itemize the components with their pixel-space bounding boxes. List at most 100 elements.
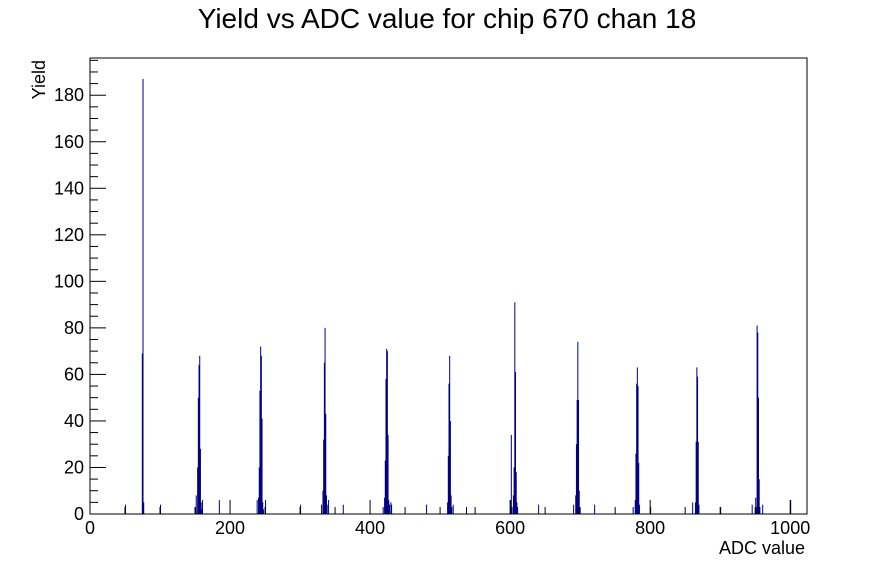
histogram-bar xyxy=(258,467,260,514)
histogram-bar xyxy=(515,472,517,514)
histogram-bar xyxy=(328,500,330,514)
y-tick-label: 100 xyxy=(54,271,84,291)
plot-frame xyxy=(89,57,808,515)
histogram-bar xyxy=(466,507,467,514)
histogram-bar xyxy=(450,495,452,514)
histogram-bar xyxy=(261,418,263,514)
histogram-bar xyxy=(635,453,637,514)
histogram-bar xyxy=(577,341,579,514)
x-tick-label: 600 xyxy=(495,518,525,538)
histogram-bar xyxy=(391,504,393,514)
histogram-bar xyxy=(594,504,596,514)
histogram-bar xyxy=(692,502,694,514)
histogram-bar xyxy=(325,413,327,514)
histogram-bar xyxy=(321,504,323,514)
histogram-bar xyxy=(790,500,792,514)
histogram-bar xyxy=(638,462,640,514)
histogram-bar xyxy=(448,383,450,514)
histogram-bar xyxy=(265,500,267,514)
histogram-bars xyxy=(125,78,792,514)
histogram-bar xyxy=(538,504,540,514)
histogram-bar xyxy=(575,444,577,514)
histogram-bar xyxy=(695,441,697,514)
histogram-bar xyxy=(385,379,387,514)
histogram-bar xyxy=(697,376,699,514)
histogram-bar xyxy=(195,495,197,514)
histogram-bar xyxy=(160,504,162,514)
histogram-bar xyxy=(517,507,519,514)
histogram-bar xyxy=(262,509,264,514)
y-tick-label: 0 xyxy=(74,504,84,524)
y-tick-label: 180 xyxy=(54,85,84,105)
histogram-bar xyxy=(757,332,759,514)
histogram-bar xyxy=(198,365,200,514)
histogram-bar xyxy=(388,504,390,514)
histogram-bar xyxy=(698,504,700,514)
histogram-bar xyxy=(143,502,145,514)
histogram-bar xyxy=(197,397,199,514)
histogram-bar xyxy=(573,504,575,514)
histogram-bar xyxy=(576,400,578,514)
histogram-bar xyxy=(259,390,261,514)
histogram-bar xyxy=(762,504,764,514)
histogram-bar xyxy=(575,495,577,514)
y-tick-label: 160 xyxy=(54,132,84,152)
histogram-bar xyxy=(650,507,652,514)
histogram-bar xyxy=(720,507,722,514)
histogram-bar xyxy=(195,507,197,514)
histogram-bar xyxy=(260,346,262,514)
histogram-bar xyxy=(218,500,220,514)
histogram-bar xyxy=(342,504,344,514)
histogram-bar xyxy=(199,355,201,514)
histogram-bar xyxy=(323,439,325,514)
histogram-bar xyxy=(758,479,760,514)
histogram-bar xyxy=(514,302,516,514)
histogram-bar xyxy=(636,367,638,514)
histogram-bar xyxy=(756,325,758,514)
histogram-bar xyxy=(300,504,302,514)
histogram-bar xyxy=(386,348,388,514)
x-tick-label: 800 xyxy=(635,518,665,538)
histogram-bar xyxy=(755,507,757,514)
histogram-bar xyxy=(696,367,698,514)
x-axis-label: ADC value xyxy=(719,538,805,558)
histogram-bar xyxy=(322,490,324,514)
histogram-bar xyxy=(513,467,515,514)
histogram-bar xyxy=(141,353,143,514)
histogram-bar xyxy=(447,502,449,514)
histogram-bar xyxy=(384,460,386,514)
histogram-bar xyxy=(516,502,518,514)
histogram-bar xyxy=(511,507,513,514)
histogram-bar xyxy=(449,420,451,514)
histogram-bar xyxy=(638,504,640,514)
chart-title: Yield vs ADC value for chip 670 chan 18 xyxy=(198,3,697,34)
histogram-bar xyxy=(694,502,696,514)
histogram-bar xyxy=(510,434,512,514)
y-tick-label: 20 xyxy=(64,457,84,477)
histogram-bar xyxy=(578,490,580,514)
y-tick-label: 120 xyxy=(54,225,84,245)
y-axis-label: Yield xyxy=(29,60,49,99)
y-tick-label: 140 xyxy=(54,178,84,198)
histogram-bar xyxy=(636,383,638,514)
histogram-bar xyxy=(388,500,390,514)
histogram-bar xyxy=(325,495,327,514)
histogram-bar xyxy=(387,434,389,514)
histogram-bar xyxy=(451,507,453,514)
histogram-bar xyxy=(697,441,699,514)
x-tick-label: 200 xyxy=(215,518,245,538)
histogram-bar xyxy=(262,502,264,514)
histogram-bar xyxy=(512,495,514,514)
y-tick-label: 40 xyxy=(64,411,84,431)
histogram-bar xyxy=(258,497,260,514)
histogram-bar xyxy=(199,448,201,514)
histogram-bar xyxy=(125,504,127,514)
y-tick-label: 60 xyxy=(64,364,84,384)
histogram-bar xyxy=(202,500,204,514)
histogram-bar xyxy=(260,355,262,514)
axes: 0 200 400 600 800 1000 0 20 40 60 80 100 120 140 160 18… xyxy=(54,59,810,538)
histogram-bar xyxy=(323,362,325,514)
histogram-bar xyxy=(452,504,454,514)
